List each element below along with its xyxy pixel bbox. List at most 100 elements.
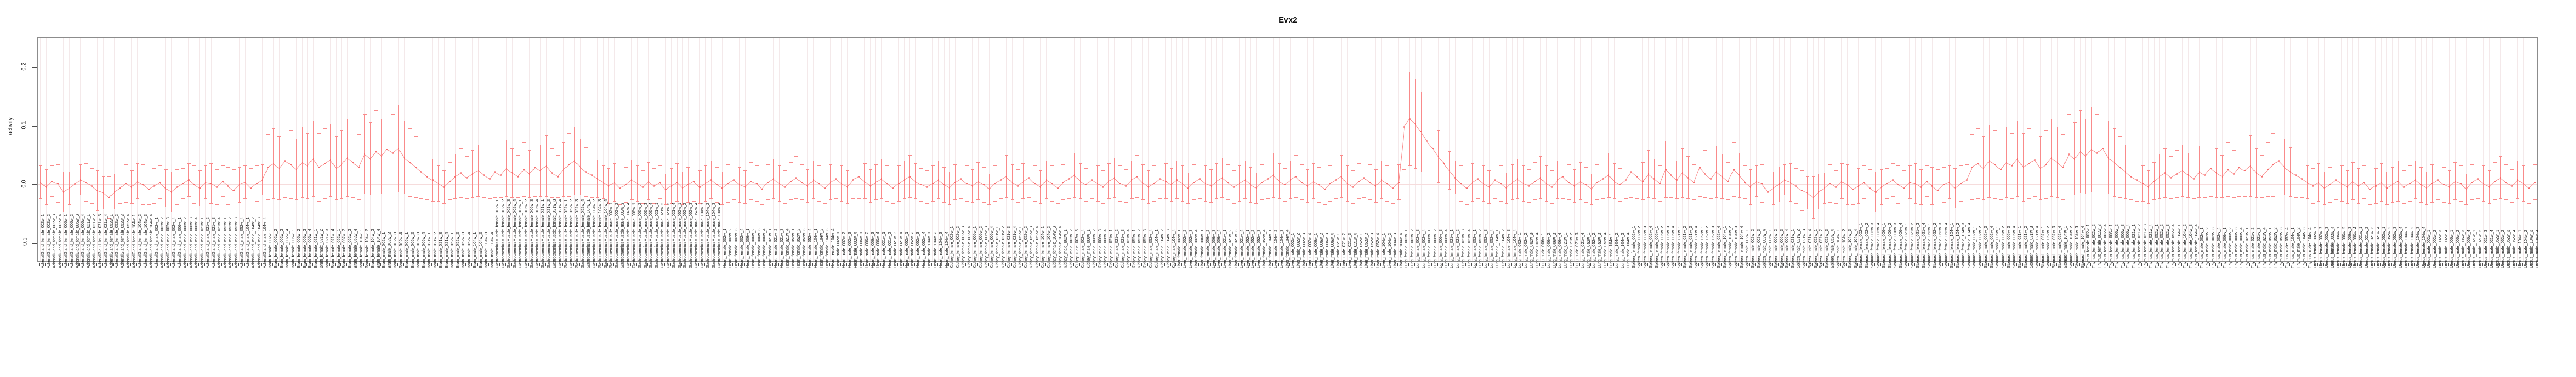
x-axis-tick xyxy=(613,263,614,266)
x-axis-tick xyxy=(2079,263,2080,266)
error-bar-cap-upper xyxy=(1908,165,1912,167)
data-point xyxy=(403,157,405,159)
error-bar-cap-upper xyxy=(181,168,185,169)
x-axis-tick-label: Spleen_male_052w_3 xyxy=(1824,229,1829,268)
error-bar-cap-upper xyxy=(1783,164,1787,165)
error-bar-cap-upper xyxy=(930,165,935,167)
x-axis-tick-label: Liver_male_104w_1 xyxy=(1381,232,1386,268)
error-bar-cap-lower xyxy=(936,198,940,199)
data-point xyxy=(2534,181,2536,183)
error-bar-cap-lower xyxy=(1464,204,1469,205)
x-axis-tick-label: Lung_male_006w_4 xyxy=(1557,232,1562,268)
error-bar-cap-upper xyxy=(1646,150,1650,151)
data-point xyxy=(1170,184,1172,186)
grid-line-vertical xyxy=(807,38,808,261)
x-axis-tick xyxy=(1789,263,1790,266)
error-bar-cap-lower xyxy=(357,199,361,201)
error-bar-cap-lower xyxy=(147,204,151,205)
error-bar-cap-lower xyxy=(1021,198,1026,199)
data-point xyxy=(1295,175,1297,178)
error-bar-cap-lower xyxy=(2186,197,2190,198)
grid-line-vertical xyxy=(1165,38,1166,261)
grid-line-vertical xyxy=(1546,38,1547,261)
error-bar-cap-lower xyxy=(698,203,702,204)
error-bar-cap-lower xyxy=(846,203,850,204)
x-axis-tick-label: Thymus_female_052w_4 xyxy=(2171,224,2176,268)
data-point xyxy=(1420,131,1422,133)
data-point xyxy=(2295,174,2297,176)
error-bar-cap-upper xyxy=(1033,165,1037,167)
x-axis-tick-label: Spleen_male_002w_4 xyxy=(1761,229,1767,268)
error-bar-cap-upper xyxy=(1016,169,1020,170)
data-point xyxy=(1443,162,1445,164)
error-bar-cap-lower xyxy=(95,210,99,211)
error-bar-cap-upper xyxy=(1891,163,1895,164)
error-bar-cap-lower xyxy=(107,218,111,219)
x-axis-tick-label: Uterus_male_021w_3 xyxy=(2483,230,2488,268)
data-point xyxy=(494,171,496,173)
error-bar-cap-lower xyxy=(533,196,537,197)
error-bar-cap-lower xyxy=(334,199,338,201)
x-axis-tick-label: Liver_male_052w_3 xyxy=(1370,232,1375,268)
x-axis-tick xyxy=(664,263,665,266)
data-point xyxy=(1198,178,1201,180)
data-point xyxy=(1573,185,1575,187)
error-bar-cap-lower xyxy=(1556,198,1560,199)
error-bar-cap-upper xyxy=(414,136,418,137)
grid-line-vertical xyxy=(1455,38,1456,261)
x-axis-tick xyxy=(1374,263,1375,266)
x-axis-tick-label: Heart_male_006w_1 xyxy=(858,231,863,268)
grid-line-vertical xyxy=(1256,38,1257,261)
error-bar-cap-lower xyxy=(601,198,605,199)
error-bar-cap-lower xyxy=(1107,198,1111,199)
error-bar-cap-lower xyxy=(1760,202,1764,203)
x-axis-tick-label: Liver_female_052w_4 xyxy=(1262,229,1267,268)
error-bar-cap-lower xyxy=(2430,202,2435,203)
grid-line-vertical xyxy=(841,38,842,261)
x-axis-tick-label: Liver_male_021w_1 xyxy=(1336,232,1341,268)
error-bar-cap-lower xyxy=(2533,199,2537,201)
x-axis-tick xyxy=(39,263,40,266)
x-axis-tick-label: Heart_female_002w_1 xyxy=(722,228,727,268)
x-axis-tick-label: Thymus_male_052w_3 xyxy=(2279,227,2284,268)
data-point xyxy=(426,175,428,178)
error-bar-cap-lower xyxy=(1743,198,1747,199)
x-axis-tick-label: Thymus_male_002w_3 xyxy=(2211,227,2216,268)
data-point xyxy=(313,158,315,160)
data-point xyxy=(2102,147,2104,149)
data-point xyxy=(1164,180,1167,182)
data-point xyxy=(1494,179,1496,181)
x-axis-tick-label: Thymus_female_006w_1 xyxy=(2108,224,2113,268)
error-bar-cap-lower xyxy=(2407,201,2412,202)
grid-line-vertical xyxy=(955,38,956,261)
grid-line-vertical xyxy=(205,38,206,261)
x-axis-tick xyxy=(2442,263,2443,266)
x-axis-tick xyxy=(1987,263,1989,266)
x-axis-tick xyxy=(198,263,199,266)
data-point xyxy=(1062,181,1064,183)
error-bar-cap-lower xyxy=(1709,198,1713,199)
error-bar-cap-lower xyxy=(1976,198,1980,199)
data-point xyxy=(1960,183,1962,185)
error-bar-cap-upper xyxy=(1948,165,1952,167)
error-bar-cap-lower xyxy=(39,198,43,199)
error-bar-cap-lower xyxy=(732,199,736,201)
data-point xyxy=(897,183,900,185)
data-point xyxy=(801,181,803,183)
series-segment xyxy=(234,184,240,191)
error-bar-cap-lower xyxy=(1498,201,1503,202)
error-bar-cap-upper xyxy=(1152,165,1157,167)
x-axis-tick xyxy=(948,263,949,266)
x-axis-tick xyxy=(1096,263,1097,266)
x-axis-tick-label: Spleen_female_006w_2 xyxy=(1659,226,1664,268)
data-point xyxy=(119,187,121,189)
x-axis-tick-label: Kidney_male_021w_2 xyxy=(1114,229,1119,268)
error-bar-cap-upper xyxy=(766,164,770,165)
data-point xyxy=(148,188,150,191)
x-axis-tick xyxy=(1817,263,1818,266)
error-bar-cap-upper xyxy=(1482,165,1486,167)
grid-line-vertical xyxy=(904,38,905,261)
error-bar-cap-upper xyxy=(624,167,628,168)
error-bar-cap-lower xyxy=(277,199,282,201)
